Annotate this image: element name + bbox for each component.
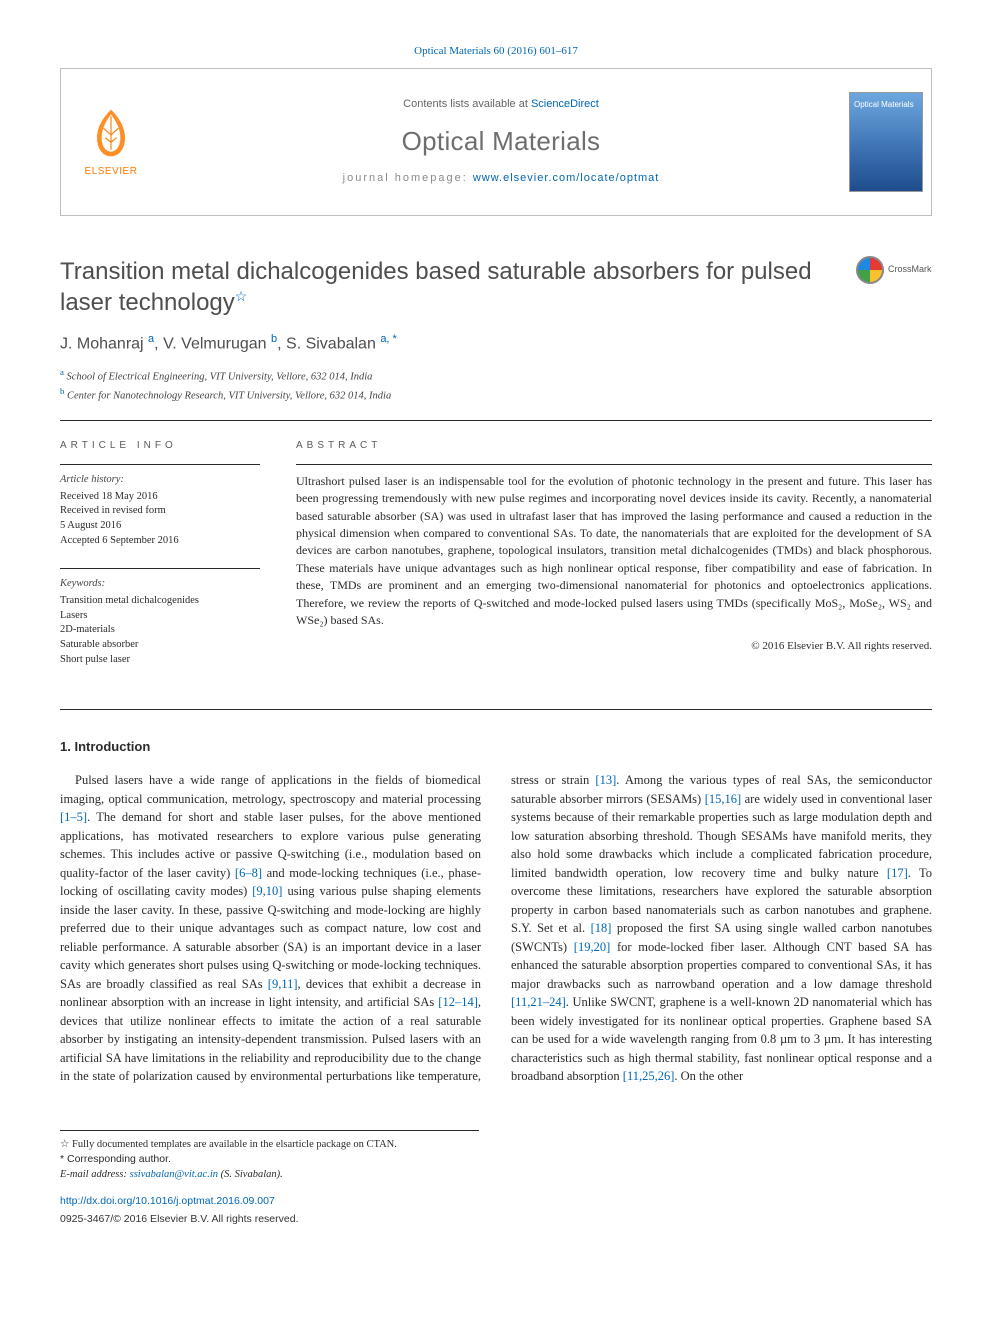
email-link[interactable]: ssivabalan@vit.ac.in [130,1169,218,1180]
footnotes: ☆ Fully documented templates are availab… [60,1130,479,1183]
journal-name: Optical Materials [402,123,601,161]
footnote-star: ☆ Fully documented templates are availab… [60,1137,479,1152]
email-suffix: (S. Sivabalan). [218,1169,283,1180]
footnote-email: E-mail address: ssivabalan@vit.ac.in (S.… [60,1167,479,1182]
abstract-heading: ABSTRACT [296,439,932,454]
author-sep-1: , [154,336,163,353]
affiliation-a: a School of Electrical Engineering, VIT … [60,366,932,385]
issn-line: 0925-3467/© 2016 Elsevier B.V. All right… [60,1212,932,1227]
doi-link[interactable]: http://dx.doi.org/10.1016/j.optmat.2016.… [60,1195,275,1207]
email-label: E-mail address: [60,1169,130,1180]
footnote-corresponding: * Corresponding author. [60,1152,479,1167]
author-1: J. Mohanraj [60,336,144,353]
publisher-logo-cell: ELSEVIER [61,69,161,215]
info-rule [60,464,260,465]
journal-header: ELSEVIER Contents lists available at Sci… [60,68,932,216]
keyword-item: Short pulse laser [60,653,260,668]
article-title: Transition metal dichalcogenides based s… [60,256,840,318]
citation-line: Optical Materials 60 (2016) 601–617 [60,44,932,60]
author-3: S. Sivabalan [286,336,376,353]
article-info-heading: ARTICLE INFO [60,439,260,454]
affiliations: a School of Electrical Engineering, VIT … [60,366,932,405]
affiliation-b: b Center for Nanotechnology Research, VI… [60,385,932,404]
journal-cover-icon [849,92,923,192]
keyword-item: Transition metal dichalcogenides [60,594,260,609]
doi-block: http://dx.doi.org/10.1016/j.optmat.2016.… [60,1194,932,1226]
crossmark-badge[interactable]: CrossMark [856,256,932,284]
keyword-item: 2D-materials [60,623,260,638]
author-2: V. Velmurugan [163,336,266,353]
keywords-rule [60,568,260,569]
body-columns: Pulsed lasers have a wide range of appli… [60,771,932,1086]
history-revised-1: Received in revised form [60,504,260,519]
keyword-item: Saturable absorber [60,638,260,653]
abstract-text: Ultrashort pulsed laser is an indispensa… [296,473,932,630]
publisher-label: ELSEVIER [85,165,138,180]
abstract-col: ABSTRACT Ultrashort pulsed laser is an i… [296,439,932,687]
contents-line: Contents lists available at ScienceDirec… [403,97,599,113]
abstract-copyright: © 2016 Elsevier B.V. All rights reserved… [296,639,932,655]
header-middle: Contents lists available at ScienceDirec… [161,69,841,215]
history-label: Article history: [60,473,260,488]
author-sep-2: , [277,336,286,353]
keywords-label: Keywords: [60,577,260,592]
section-1-heading: 1. Introduction [60,738,932,757]
homepage-link[interactable]: www.elsevier.com/locate/optmat [473,172,660,184]
history-accepted: Accepted 6 September 2016 [60,534,260,549]
author-3-aff: a, * [380,333,397,345]
homepage-line: journal homepage: www.elsevier.com/locat… [343,171,660,187]
title-star-icon: ☆ [235,288,248,304]
history-received: Received 18 May 2016 [60,490,260,505]
crossmark-label: CrossMark [888,263,932,276]
contents-prefix: Contents lists available at [403,98,531,110]
keyword-item: Lasers [60,609,260,624]
crossmark-icon [856,256,884,284]
article-info-col: ARTICLE INFO Article history: Received 1… [60,439,260,687]
section-1-para: Pulsed lasers have a wide range of appli… [60,771,932,1086]
sciencedirect-link[interactable]: ScienceDirect [531,98,599,110]
rule-bottom [60,709,932,710]
cover-cell [841,69,931,215]
homepage-label: journal homepage: [343,172,473,184]
history-revised-2: 5 August 2016 [60,519,260,534]
title-text: Transition metal dichalcogenides based s… [60,258,812,316]
rule-top [60,420,932,421]
elsevier-tree-icon [83,105,139,161]
abstract-rule [296,464,932,465]
author-list: J. Mohanraj a, V. Velmurugan b, S. Sivab… [60,332,932,356]
